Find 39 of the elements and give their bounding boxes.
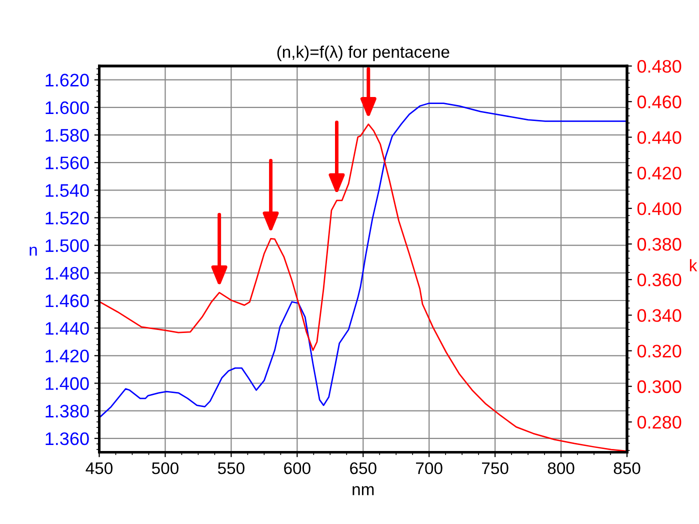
x-tick-label: 700	[416, 462, 442, 474]
x-tick-label: 550	[218, 462, 244, 474]
y2-tick-label: 0.440	[637, 131, 682, 144]
y-tick-label: 1.400	[46, 377, 89, 390]
y2-tick-label: 0.340	[637, 309, 682, 322]
y-tick-label: 1.520	[46, 212, 89, 224]
x-tick-label: 500	[152, 462, 178, 474]
y-tick-label: 1.600	[46, 101, 89, 114]
y-tick-label: 1.440	[46, 322, 89, 335]
y2-tick-label: 0.280	[637, 416, 682, 429]
y-tick-label: 1.420	[46, 350, 89, 362]
x-tick-label: 750	[482, 462, 508, 474]
y-axis-title: n	[30, 246, 37, 256]
y2-axis-title: k	[690, 259, 698, 272]
y2-tick-label: 0.400	[637, 202, 682, 216]
y-tick-label: 1.580	[46, 128, 89, 142]
y2-tick-label: 0.320	[637, 344, 682, 358]
x-tick-label: 450	[86, 462, 113, 474]
y-tick-label: 1.460	[46, 294, 89, 308]
y2-tick-label: 0.420	[637, 166, 682, 180]
y2-tick-label: 0.300	[637, 380, 682, 394]
x-tick-label: 800	[548, 462, 574, 474]
y2-tick-label: 0.380	[637, 238, 682, 251]
y-tick-label: 1.360	[46, 432, 89, 446]
y-tick-label: 1.620	[46, 74, 89, 87]
x-tick-label: 600	[284, 462, 310, 474]
chart-title: (n,k)=f(λ) for pentacene	[277, 46, 450, 62]
x-axis-title: nm	[352, 486, 374, 496]
y-tick-label: 1.540	[46, 184, 89, 197]
y-tick-label: 1.480	[46, 266, 89, 280]
line-series	[99, 102, 628, 418]
y-tick-label: 1.560	[46, 156, 89, 170]
x-tick-label: 650	[350, 462, 376, 474]
y-tick-label: 1.500	[46, 239, 89, 252]
x-tick-label: 850	[614, 462, 640, 474]
y-tick-label: 1.380	[46, 404, 89, 418]
y2-tick-label: 0.480	[637, 60, 682, 73]
y2-tick-label: 0.360	[637, 274, 682, 286]
y2-tick-label: 0.460	[637, 96, 682, 108]
